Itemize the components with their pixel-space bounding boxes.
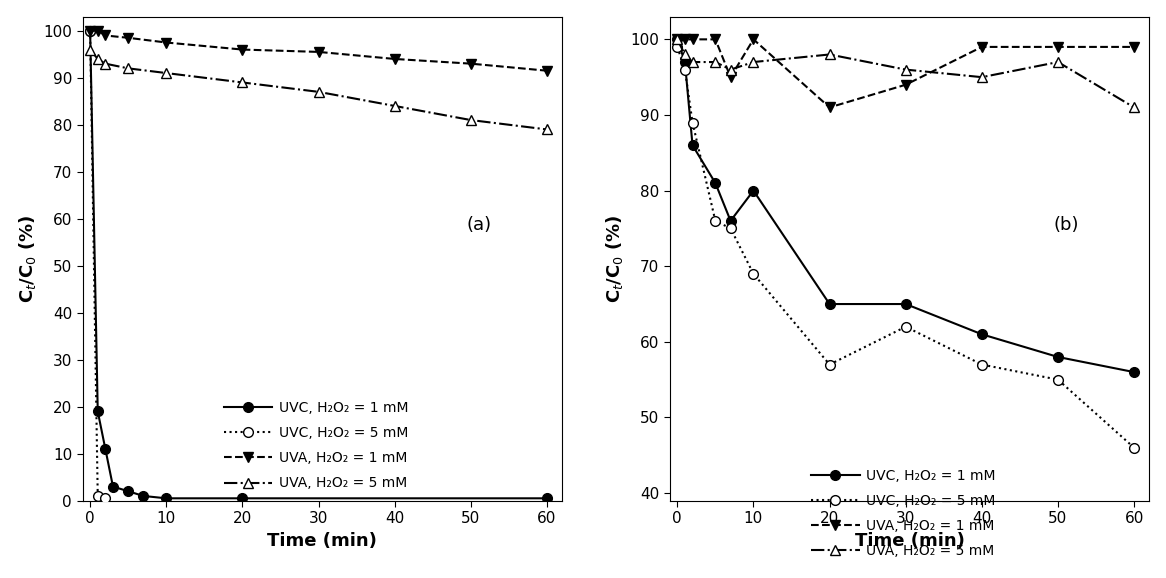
- UVA, H₂O₂ = 1 mM: [83, 27, 97, 34]
- UVC, H₂O₂ = 1 mM: [83, 27, 97, 34]
- Legend: UVC, H₂O₂ = 1 mM, UVC, H₂O₂ = 5 mM, UVA, H₂O₂ = 1 mM, UVA, H₂O₂ = 5 mM: UVC, H₂O₂ = 1 mM, UVC, H₂O₂ = 5 mM, UVA,…: [810, 469, 996, 558]
- UVA, H₂O₂ = 1 mM: [1051, 43, 1065, 50]
- UVC, H₂O₂ = 5 mM: [1128, 444, 1142, 451]
- UVA, H₂O₂ = 1 mM: [746, 36, 760, 43]
- UVC, H₂O₂ = 1 mM: [899, 301, 913, 307]
- UVA, H₂O₂ = 1 mM: [1128, 43, 1142, 50]
- Text: (b): (b): [1053, 217, 1079, 235]
- X-axis label: Time (min): Time (min): [855, 532, 964, 550]
- Text: (a): (a): [466, 217, 491, 235]
- UVC, H₂O₂ = 5 mM: [724, 225, 738, 232]
- UVA, H₂O₂ = 5 mM: [1051, 58, 1065, 65]
- UVC, H₂O₂ = 5 mM: [91, 492, 105, 499]
- UVA, H₂O₂ = 5 mM: [822, 51, 836, 58]
- UVA, H₂O₂ = 5 mM: [975, 74, 989, 81]
- UVA, H₂O₂ = 1 mM: [686, 36, 700, 43]
- Line: UVA, H₂O₂ = 1 mM: UVA, H₂O₂ = 1 mM: [85, 26, 552, 76]
- X-axis label: Time (min): Time (min): [267, 532, 378, 550]
- Line: UVC, H₂O₂ = 5 mM: UVC, H₂O₂ = 5 mM: [85, 26, 111, 503]
- UVA, H₂O₂ = 5 mM: [709, 58, 723, 65]
- UVA, H₂O₂ = 1 mM: [91, 27, 105, 34]
- UVA, H₂O₂ = 1 mM: [236, 46, 250, 53]
- UVA, H₂O₂ = 1 mM: [709, 36, 723, 43]
- UVA, H₂O₂ = 1 mM: [311, 49, 325, 55]
- UVA, H₂O₂ = 5 mM: [121, 65, 135, 72]
- UVC, H₂O₂ = 1 mM: [670, 36, 684, 43]
- Line: UVC, H₂O₂ = 1 mM: UVC, H₂O₂ = 1 mM: [673, 35, 1139, 377]
- UVC, H₂O₂ = 1 mM: [1128, 369, 1142, 376]
- UVA, H₂O₂ = 5 mM: [746, 58, 760, 65]
- Line: UVC, H₂O₂ = 5 mM: UVC, H₂O₂ = 5 mM: [673, 42, 1139, 453]
- UVC, H₂O₂ = 5 mM: [98, 495, 112, 502]
- UVC, H₂O₂ = 5 mM: [822, 361, 836, 368]
- UVA, H₂O₂ = 1 mM: [822, 104, 836, 111]
- Line: UVC, H₂O₂ = 1 mM: UVC, H₂O₂ = 1 mM: [85, 26, 552, 503]
- UVA, H₂O₂ = 1 mM: [899, 81, 913, 88]
- UVA, H₂O₂ = 5 mM: [686, 58, 700, 65]
- UVA, H₂O₂ = 1 mM: [464, 60, 478, 67]
- UVA, H₂O₂ = 5 mM: [311, 88, 325, 95]
- UVA, H₂O₂ = 1 mM: [160, 39, 174, 46]
- UVA, H₂O₂ = 5 mM: [236, 79, 250, 86]
- UVC, H₂O₂ = 5 mM: [686, 119, 700, 126]
- UVC, H₂O₂ = 5 mM: [670, 43, 684, 50]
- Y-axis label: C$_t$/C$_0$ (%): C$_t$/C$_0$ (%): [604, 214, 625, 303]
- UVA, H₂O₂ = 1 mM: [677, 36, 691, 43]
- UVC, H₂O₂ = 5 mM: [709, 217, 723, 224]
- UVC, H₂O₂ = 1 mM: [822, 301, 836, 307]
- UVA, H₂O₂ = 5 mM: [464, 117, 478, 124]
- UVA, H₂O₂ = 5 mM: [670, 36, 684, 43]
- UVC, H₂O₂ = 1 mM: [686, 142, 700, 149]
- Line: UVA, H₂O₂ = 1 mM: UVA, H₂O₂ = 1 mM: [673, 35, 1139, 112]
- UVA, H₂O₂ = 1 mM: [121, 34, 135, 41]
- UVC, H₂O₂ = 1 mM: [136, 492, 150, 499]
- UVA, H₂O₂ = 5 mM: [724, 66, 738, 73]
- UVC, H₂O₂ = 1 mM: [746, 187, 760, 194]
- UVC, H₂O₂ = 1 mM: [1051, 354, 1065, 361]
- Y-axis label: C$_t$/C$_0$ (%): C$_t$/C$_0$ (%): [16, 214, 37, 303]
- UVC, H₂O₂ = 1 mM: [98, 446, 112, 453]
- UVC, H₂O₂ = 5 mM: [975, 361, 989, 368]
- UVC, H₂O₂ = 5 mM: [677, 66, 691, 73]
- UVC, H₂O₂ = 5 mM: [746, 271, 760, 277]
- Line: UVA, H₂O₂ = 5 mM: UVA, H₂O₂ = 5 mM: [85, 45, 552, 134]
- UVC, H₂O₂ = 5 mM: [1051, 376, 1065, 383]
- Legend: UVC, H₂O₂ = 1 mM, UVC, H₂O₂ = 5 mM, UVA, H₂O₂ = 1 mM, UVA, H₂O₂ = 5 mM: UVC, H₂O₂ = 1 mM, UVC, H₂O₂ = 5 mM, UVA,…: [224, 401, 409, 491]
- UVA, H₂O₂ = 5 mM: [540, 126, 554, 133]
- UVA, H₂O₂ = 5 mM: [1128, 104, 1142, 111]
- UVC, H₂O₂ = 1 mM: [160, 495, 174, 502]
- UVC, H₂O₂ = 1 mM: [975, 331, 989, 338]
- UVA, H₂O₂ = 5 mM: [899, 66, 913, 73]
- UVA, H₂O₂ = 5 mM: [387, 102, 401, 109]
- Line: UVA, H₂O₂ = 5 mM: UVA, H₂O₂ = 5 mM: [673, 35, 1139, 112]
- UVA, H₂O₂ = 5 mM: [83, 46, 97, 53]
- UVC, H₂O₂ = 1 mM: [677, 58, 691, 65]
- UVA, H₂O₂ = 1 mM: [670, 36, 684, 43]
- UVA, H₂O₂ = 1 mM: [540, 67, 554, 74]
- UVC, H₂O₂ = 1 mM: [106, 483, 120, 490]
- UVA, H₂O₂ = 1 mM: [975, 43, 989, 50]
- UVC, H₂O₂ = 1 mM: [236, 495, 250, 502]
- UVA, H₂O₂ = 5 mM: [677, 51, 691, 58]
- UVA, H₂O₂ = 1 mM: [98, 32, 112, 39]
- UVC, H₂O₂ = 1 mM: [121, 488, 135, 495]
- UVC, H₂O₂ = 5 mM: [83, 27, 97, 34]
- UVA, H₂O₂ = 5 mM: [98, 60, 112, 67]
- UVC, H₂O₂ = 1 mM: [709, 180, 723, 187]
- UVC, H₂O₂ = 1 mM: [724, 217, 738, 224]
- UVC, H₂O₂ = 5 mM: [899, 323, 913, 330]
- UVC, H₂O₂ = 1 mM: [540, 495, 554, 502]
- UVA, H₂O₂ = 5 mM: [160, 69, 174, 76]
- UVC, H₂O₂ = 1 mM: [91, 408, 105, 415]
- UVA, H₂O₂ = 5 mM: [91, 55, 105, 62]
- UVA, H₂O₂ = 1 mM: [387, 55, 401, 62]
- UVA, H₂O₂ = 1 mM: [724, 74, 738, 81]
